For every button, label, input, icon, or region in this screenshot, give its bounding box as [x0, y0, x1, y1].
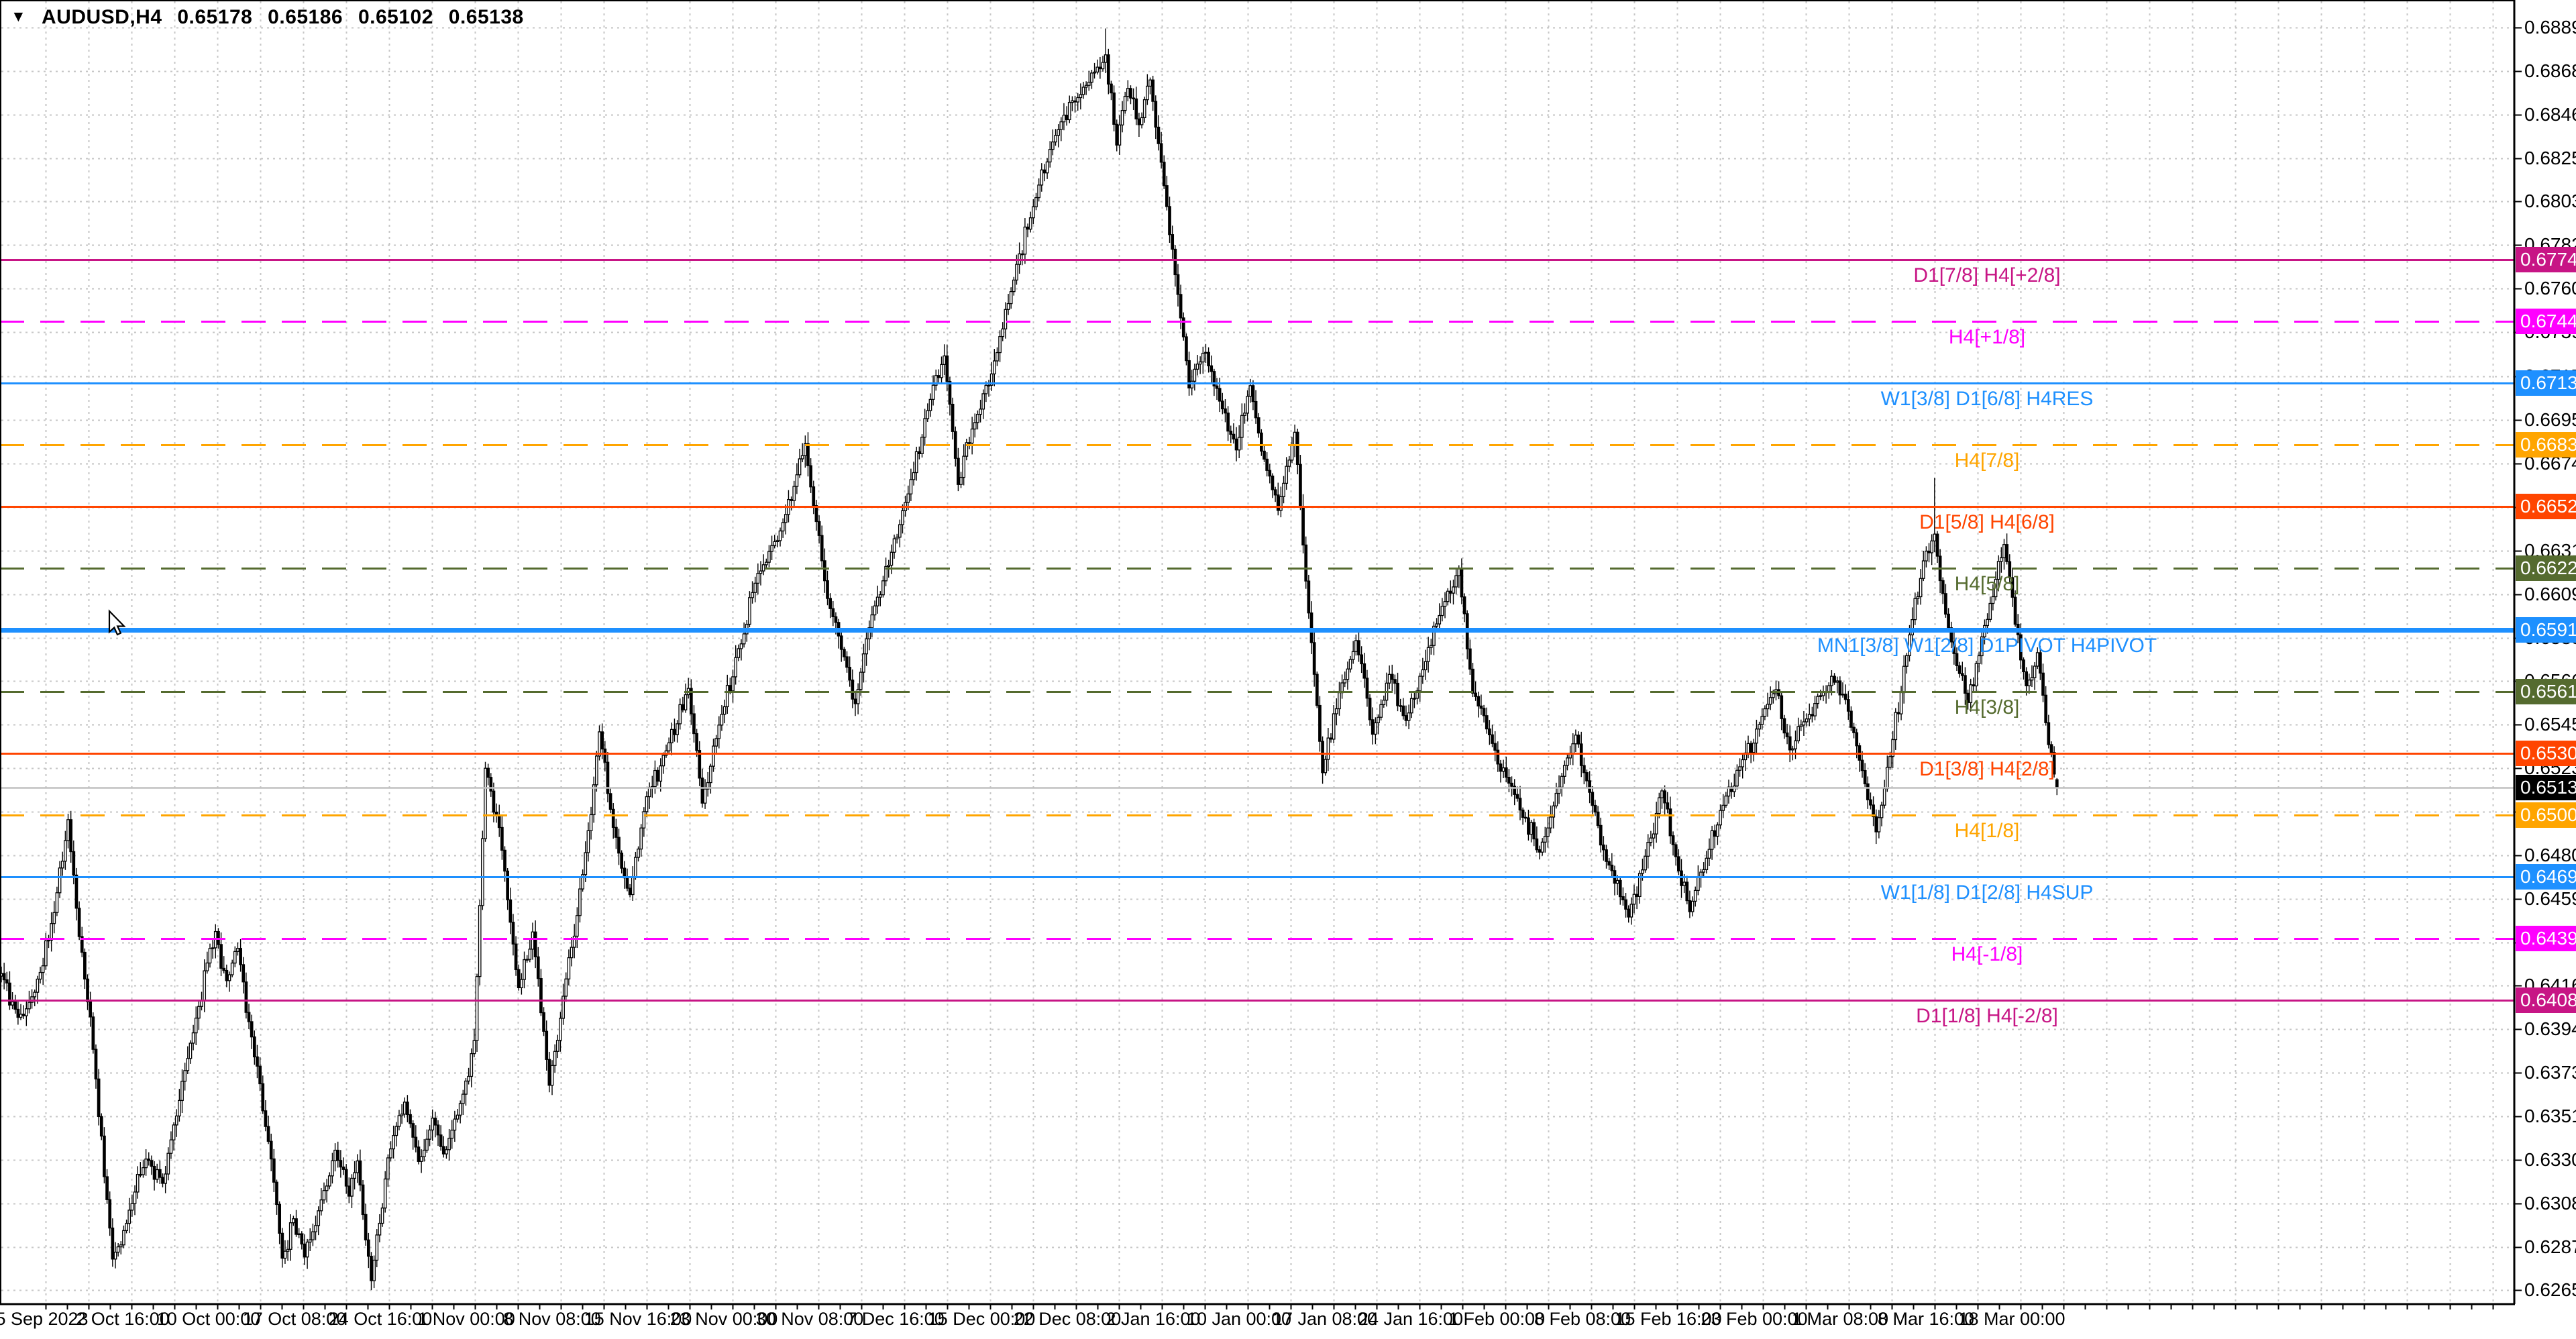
- level-price-badge: 0.67749: [2516, 246, 2576, 272]
- price-tick-label: 0.63515: [2524, 1105, 2576, 1126]
- time-tick-label: 23 Nov 00:00: [669, 1309, 778, 1329]
- time-tick-label: 1 Feb 00:00: [1448, 1309, 1546, 1329]
- symbol-period-label: AUDUSD,H4: [42, 6, 162, 28]
- level-price-badge: 0.65308: [2516, 741, 2576, 767]
- time-tick-label: 7 Dec 16:00: [847, 1309, 945, 1329]
- ohlc-high: 0.65186: [268, 6, 343, 28]
- time-tick-label: 24 Jan 16:00: [1358, 1309, 1464, 1329]
- level-label: H4[+1/8]: [1948, 325, 2026, 348]
- time-tick-label: 2 Oct 16:00: [76, 1309, 170, 1329]
- mouse-cursor-icon: [108, 609, 126, 636]
- level-label: W1[1/8] D1[2/8] H4SUP: [1880, 881, 2094, 904]
- level-label: H4[3/8]: [1954, 696, 2020, 719]
- level-price-badge: 0.65613: [2516, 679, 2576, 705]
- price-tick-label: 0.66095: [2524, 583, 2576, 604]
- time-tick-label: 17 Oct 08:00: [242, 1309, 347, 1329]
- price-tick-label: 0.66955: [2524, 409, 2576, 431]
- ohlc-open: 0.65178: [177, 6, 253, 28]
- time-tick-label: 15 Nov 16:00: [584, 1309, 692, 1329]
- axes-frame: [0, 0, 2522, 1309]
- level-price-badge: 0.67444: [2516, 308, 2576, 334]
- price-tick-label: 0.63085: [2524, 1192, 2576, 1214]
- level-label: D1[1/8] H4[-2/8]: [1916, 1005, 2058, 1028]
- level-price-badge: 0.66528: [2516, 494, 2576, 520]
- level-price-badge: 0.64087: [2516, 987, 2576, 1014]
- price-tick-label: 0.62870: [2524, 1236, 2576, 1257]
- time-tick-label: 10 Jan 00:00: [1186, 1309, 1292, 1329]
- price-tick-label: 0.68895: [2524, 17, 2576, 38]
- level-label: D1[5/8] H4[6/8]: [1919, 511, 2055, 534]
- ohlc-low: 0.65102: [358, 6, 433, 28]
- time-tick-label: 8 Nov 08:00: [503, 1309, 601, 1329]
- time-tick-label: 23 Feb 00:00: [1701, 1309, 1808, 1329]
- price-tick-label: 0.62655: [2524, 1279, 2576, 1301]
- level-price-badge: 0.67139: [2516, 370, 2576, 396]
- level-label: H4[1/8]: [1954, 820, 2020, 843]
- time-tick-label: 1 Mar 08:00: [1791, 1309, 1889, 1329]
- level-price-badge: 0.65002: [2516, 802, 2576, 828]
- price-tick-label: 0.65450: [2524, 714, 2576, 735]
- bid-price-badge: 0.65138: [2516, 775, 2576, 801]
- level-label: H4[-1/8]: [1951, 943, 2023, 966]
- time-tick-label: 25 Sep 2023: [0, 1309, 89, 1329]
- price-tick-label: 0.68465: [2524, 103, 2576, 125]
- time-tick-label: 24 Oct 16:00: [328, 1309, 433, 1329]
- time-tick-label: 17 Jan 08:00: [1272, 1309, 1378, 1329]
- time-tick-label: 22 Dec 08:00: [1013, 1309, 1122, 1329]
- level-price-badge: 0.64697: [2516, 864, 2576, 890]
- level-label: H4[7/8]: [1954, 449, 2020, 472]
- level-price-badge: 0.66223: [2516, 555, 2576, 582]
- symbol-ohlc-readout: AUDUSD,H4 0.65178 0.65186 0.65102 0.6513…: [42, 6, 533, 29]
- time-tick-label: 1 Nov 00:00: [417, 1309, 515, 1329]
- ohlc-close: 0.65138: [448, 6, 524, 28]
- price-tick-label: 0.64590: [2524, 888, 2576, 909]
- price-tick-label: 0.68250: [2524, 147, 2576, 168]
- level-price-badge: 0.66833: [2516, 432, 2576, 458]
- level-label: MN1[3/8] W1[2/8] D1PIVOT H4PIVOT: [1817, 635, 2157, 657]
- price-tick-label: 0.67605: [2524, 278, 2576, 299]
- symbol-dropdown-icon[interactable]: ▼: [11, 7, 26, 25]
- level-price-badge: 0.65918: [2516, 617, 2576, 643]
- level-label: D1[7/8] H4[+2/8]: [1913, 264, 2061, 286]
- time-tick-label: 15 Feb 16:00: [1615, 1309, 1722, 1329]
- time-tick-label: 15 Dec 00:00: [927, 1309, 1036, 1329]
- price-tick-label: 0.63730: [2524, 1062, 2576, 1083]
- level-lines[interactable]: [0, 259, 2514, 1002]
- time-tick-label: 2 Jan 16:00: [1106, 1309, 1201, 1329]
- level-price-badge: 0.64392: [2516, 926, 2576, 952]
- time-tick-label: 8 Feb 08:00: [1534, 1309, 1631, 1329]
- price-tick-label: 0.63300: [2524, 1148, 2576, 1170]
- level-label: D1[3/8] H4[2/8]: [1919, 758, 2055, 781]
- time-tick-label: 10 Oct 00:00: [156, 1309, 261, 1329]
- level-label: H4[5/8]: [1954, 573, 2020, 596]
- candles: [0, 28, 2059, 1291]
- price-tick-label: 0.63945: [2524, 1018, 2576, 1040]
- price-tick-label: 0.64805: [2524, 844, 2576, 865]
- price-tick-label: 0.68680: [2524, 60, 2576, 81]
- price-tick-label: 0.68035: [2524, 191, 2576, 212]
- time-tick-label: 18 Mar 00:00: [1958, 1309, 2065, 1329]
- level-label: W1[3/8] D1[6/8] H4RES: [1880, 387, 2094, 410]
- time-tick-label: 8 Mar 16:00: [1877, 1309, 1975, 1329]
- time-tick-label: 30 Nov 08:00: [755, 1309, 864, 1329]
